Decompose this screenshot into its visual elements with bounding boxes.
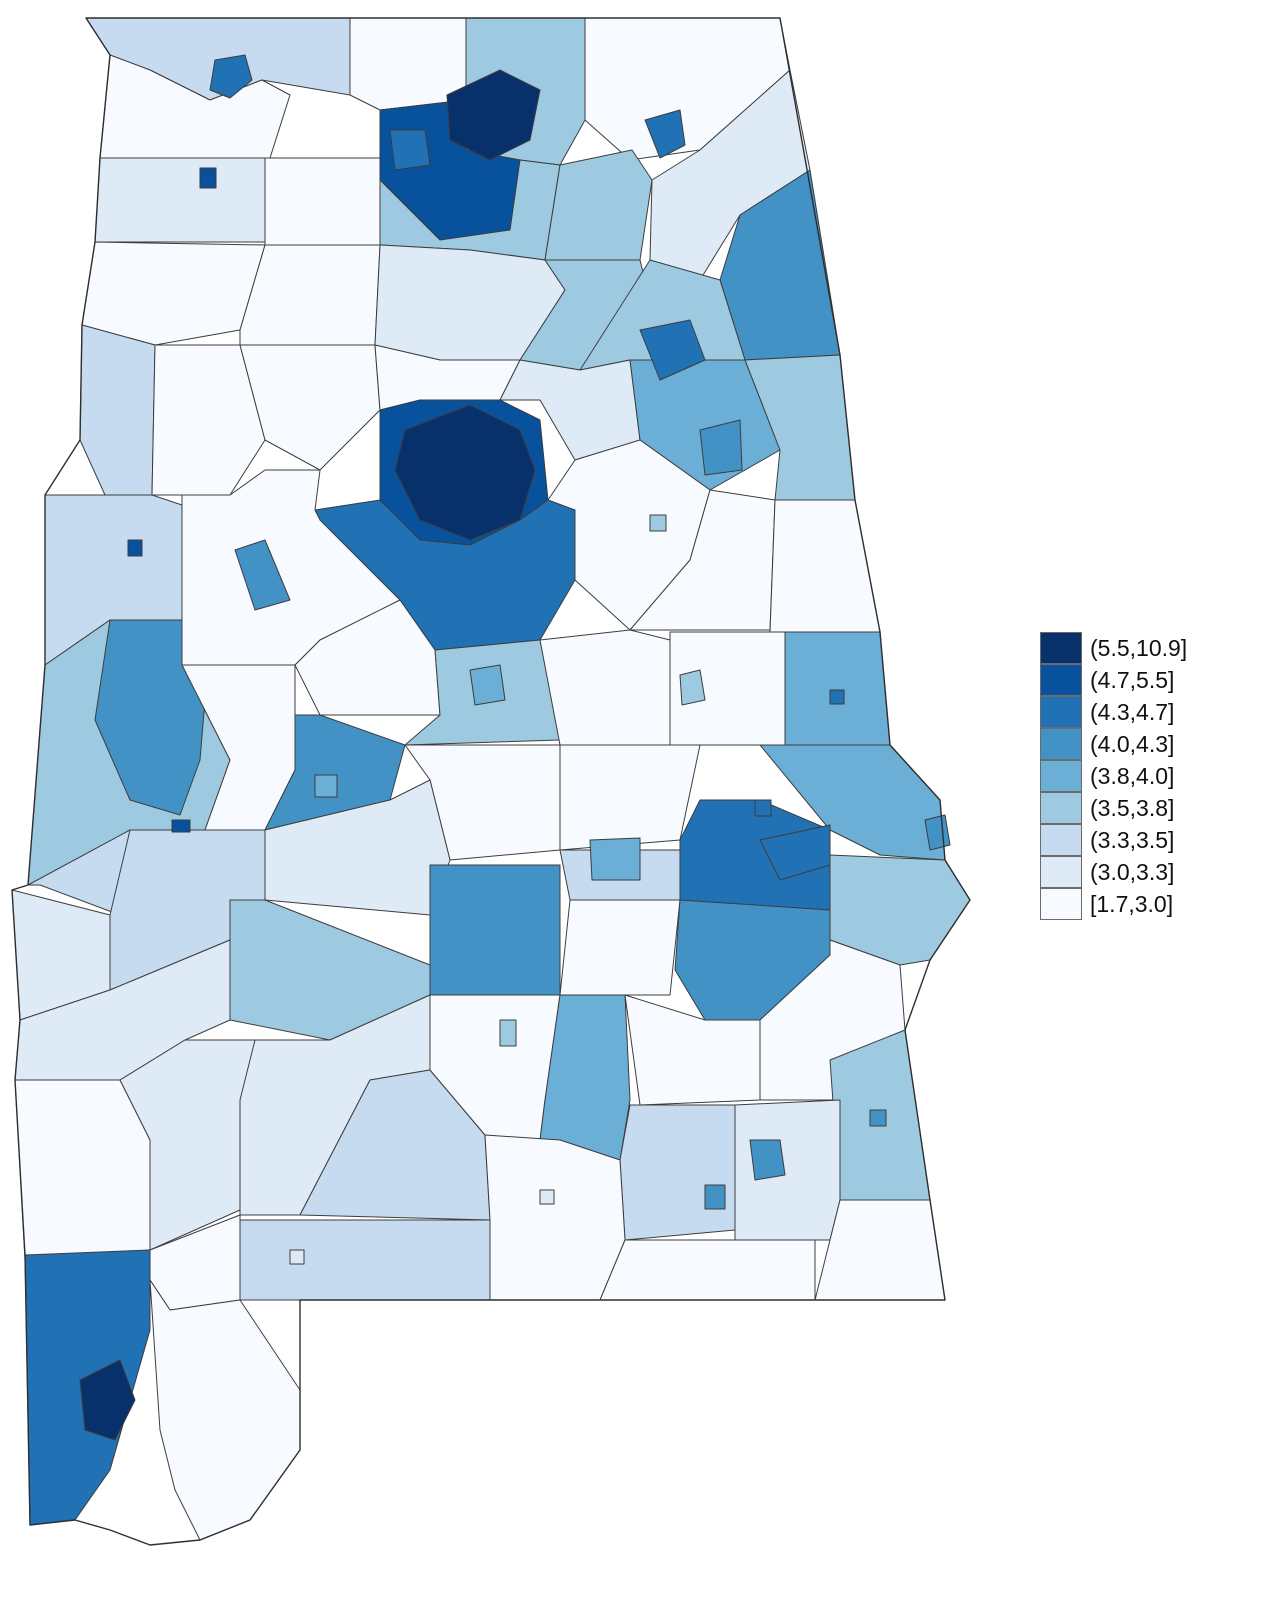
metro-area [234, 539, 291, 611]
county-region [79, 324, 156, 496]
county-region [14, 1079, 151, 1261]
legend-item: (4.7,5.5] [1040, 664, 1187, 696]
legend-item: (3.0,3.3] [1040, 856, 1187, 888]
metro-area [699, 419, 743, 476]
metro-area [589, 837, 641, 881]
metro-area [924, 814, 951, 851]
town [199, 167, 217, 189]
metro-area [389, 129, 431, 171]
legend-item: (5.5,10.9] [1040, 632, 1187, 664]
legend-label: (3.3,3.5] [1090, 826, 1175, 853]
county-region [734, 1099, 841, 1241]
town [649, 514, 667, 532]
legend-item: (3.8,4.0] [1040, 760, 1187, 792]
legend-swatch [1040, 792, 1082, 824]
metro-area [644, 109, 686, 159]
legend-item: (4.3,4.7] [1040, 696, 1187, 728]
county-region [81, 241, 266, 346]
legend-label: (4.0,4.3] [1090, 730, 1175, 757]
county-region [94, 157, 266, 243]
town [499, 1019, 517, 1047]
legend-label: (3.8,4.0] [1090, 762, 1175, 789]
legend-item: (3.3,3.5] [1040, 824, 1187, 856]
county-region [149, 1279, 301, 1541]
metro-area [749, 1139, 786, 1181]
metro-area [679, 669, 706, 706]
choropleth-map [11, 17, 971, 1546]
metro-area [639, 319, 706, 381]
county-region [599, 1239, 816, 1301]
county-region [94, 619, 206, 816]
legend-swatch [1040, 696, 1082, 728]
metro-area [469, 664, 506, 706]
county-region [559, 744, 701, 851]
county-region [264, 157, 381, 246]
legend: (5.5,10.9] (4.7,5.5] (4.3,4.7] (4.0,4.3]… [1040, 632, 1187, 920]
legend-label: [1.7,3.0] [1090, 890, 1174, 917]
legend-swatch [1040, 728, 1082, 760]
legend-swatch [1040, 824, 1082, 856]
legend-swatch [1040, 664, 1082, 696]
legend-label: (3.0,3.3] [1090, 858, 1175, 885]
county-region [784, 631, 891, 746]
legend-item: [1.7,3.0] [1040, 888, 1187, 920]
metro-area [759, 824, 831, 881]
county-region [539, 629, 671, 746]
legend-item: (4.0,4.3] [1040, 728, 1187, 760]
county-region [429, 864, 561, 996]
legend-swatch [1040, 888, 1082, 920]
county-region [239, 244, 381, 346]
county-region [404, 744, 561, 861]
town [704, 1184, 726, 1210]
legend-swatch [1040, 632, 1082, 664]
county-region [769, 499, 881, 633]
metro-area [79, 1359, 136, 1441]
county-region [239, 344, 381, 471]
town [127, 539, 143, 557]
county-region [624, 994, 761, 1106]
county-polygons [11, 17, 971, 1541]
legend-label: (3.5,3.8] [1090, 794, 1175, 821]
metro-area [446, 69, 541, 161]
town [171, 819, 191, 833]
county-region [544, 149, 653, 261]
metro-area [394, 404, 536, 541]
town [314, 774, 338, 798]
metro-patches [79, 54, 951, 1441]
county-region [629, 489, 776, 631]
county-region [559, 899, 681, 996]
town [869, 1109, 887, 1127]
county-region [629, 359, 781, 491]
legend-label: (4.7,5.5] [1090, 666, 1175, 693]
town [289, 1249, 305, 1265]
county-region [619, 1104, 736, 1241]
legend-label: (5.5,10.9] [1090, 634, 1188, 661]
state-outline [11, 17, 971, 1546]
map-svg [11, 17, 971, 1546]
legend-label: (4.3,4.7] [1090, 698, 1175, 725]
county-region [484, 1134, 626, 1301]
metro-area [209, 54, 253, 99]
legend-swatch [1040, 760, 1082, 792]
town [539, 1189, 555, 1205]
county-region [151, 344, 266, 496]
town [754, 799, 772, 817]
county-region [239, 1219, 491, 1301]
legend-item: (3.5,3.8] [1040, 792, 1187, 824]
legend-swatch [1040, 856, 1082, 888]
town [829, 689, 845, 705]
